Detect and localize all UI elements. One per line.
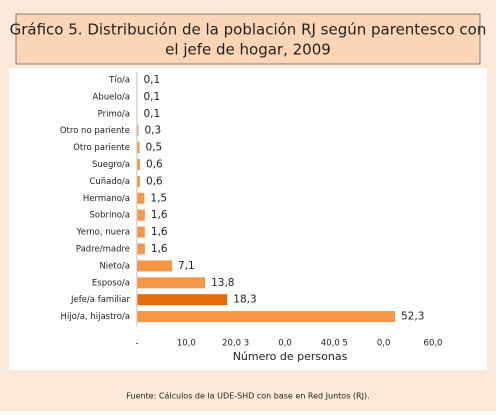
bar [137, 193, 144, 204]
bar [137, 244, 145, 255]
data-label: 18,3 [233, 294, 256, 306]
x-tick-label: 40,0 5 [321, 339, 348, 349]
y-tick-label: Padre/madre [76, 245, 130, 255]
data-label: 1,5 [150, 192, 167, 204]
data-label: 52,3 [401, 311, 424, 323]
data-label: 0,1 [143, 91, 160, 103]
y-tick-label: Hermano/a [83, 194, 130, 204]
x-tick-label: 60,0 [424, 339, 443, 349]
y-tick-label: Primo/a [98, 109, 130, 119]
data-label: 0,3 [144, 125, 161, 137]
plot-area [9, 68, 487, 370]
y-tick-label: Yerno, nuera [76, 228, 130, 238]
y-tick-label: Nieto/a [99, 261, 130, 271]
x-tick-label: 10,0 [177, 339, 196, 349]
y-tick-label: Esposo/a [92, 278, 130, 288]
data-label: 1,6 [151, 209, 168, 221]
y-tick-label: Suegro/a [92, 160, 130, 170]
bar [137, 260, 172, 271]
bar [137, 277, 205, 288]
x-tick-label: 0,0 [377, 339, 391, 349]
data-label: 1,6 [151, 226, 168, 238]
y-tick-label: Otro no pariente [60, 126, 130, 136]
y-tick-label: Cuñado/a [89, 177, 130, 187]
bar [137, 227, 145, 238]
y-tick-label: Jefe/a familiar [70, 295, 131, 305]
data-label: 7,1 [178, 260, 195, 272]
data-label: 0,6 [146, 175, 163, 187]
data-label: 0,1 [143, 108, 160, 120]
chart-title: Gráfico 5. Distribución de la población … [10, 21, 487, 39]
bar [137, 311, 395, 322]
bar [137, 294, 227, 305]
chart-title: el jefe de hogar, 2009 [165, 41, 331, 59]
data-label: 1,6 [151, 243, 168, 255]
y-tick-label: Sobrino/a [89, 211, 130, 221]
data-label: 0,6 [146, 159, 163, 171]
data-label: 13,8 [211, 277, 234, 289]
x-axis-label: Número de personas [233, 350, 348, 363]
x-tick-label: 0,0 [278, 339, 292, 349]
y-tick-label: Otro pariente [73, 143, 130, 153]
x-tick-label: - [135, 339, 138, 349]
source: Fuente: Cálculos de la UDE-SHD con base … [126, 392, 369, 401]
data-label: 0,5 [145, 142, 162, 154]
bar [137, 210, 145, 221]
y-tick-label: Abuelo/a [93, 92, 130, 102]
x-tick-label: 20,0 3 [222, 339, 249, 349]
y-tick-label: Hijo/a, hijastro/a [61, 312, 130, 322]
data-label: 0,1 [143, 74, 160, 86]
y-tick-label: Tío/a [108, 76, 130, 86]
